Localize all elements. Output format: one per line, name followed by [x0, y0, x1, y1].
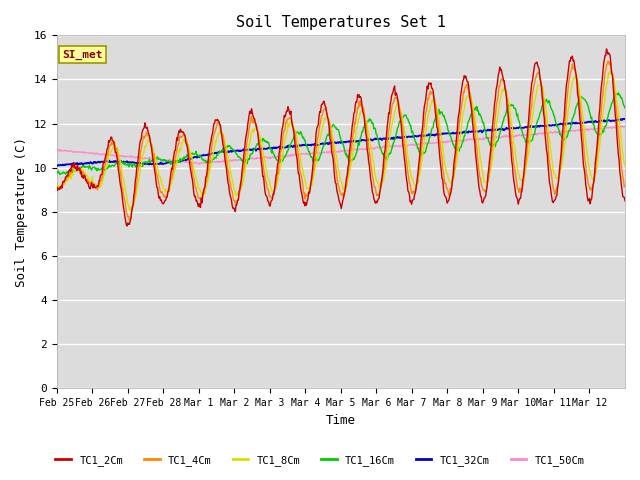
TC1_32Cm [432, 132, 440, 138]
Line: TC1_2Cm: TC1_2Cm [57, 49, 625, 226]
TC1_32Cm [54, 163, 61, 168]
TC1_16Cm [275, 157, 282, 163]
TC1_50Cm [120, 154, 127, 159]
TC1_32Cm [53, 163, 61, 168]
Y-axis label: Soil Temperature (C): Soil Temperature (C) [15, 137, 28, 287]
TC1_50Cm [253, 155, 260, 160]
TC1_8Cm [225, 158, 232, 164]
Line: TC1_32Cm: TC1_32Cm [57, 119, 625, 166]
TC1_16Cm [621, 105, 629, 111]
TC1_8Cm [253, 126, 260, 132]
TC1_4Cm [432, 105, 440, 110]
Legend: TC1_2Cm, TC1_4Cm, TC1_8Cm, TC1_16Cm, TC1_32Cm, TC1_50Cm: TC1_2Cm, TC1_4Cm, TC1_8Cm, TC1_16Cm, TC1… [51, 451, 589, 470]
TC1_50Cm [53, 147, 61, 153]
TC1_4Cm [253, 124, 260, 130]
TC1_16Cm [225, 144, 232, 149]
TC1_4Cm [604, 59, 612, 64]
TC1_16Cm [614, 90, 622, 96]
TC1_4Cm [225, 170, 232, 176]
TC1_8Cm [621, 163, 629, 168]
TC1_2Cm [621, 198, 629, 204]
TC1_8Cm [606, 69, 614, 74]
TC1_50Cm [195, 161, 203, 167]
Line: TC1_4Cm: TC1_4Cm [57, 61, 625, 220]
TC1_8Cm [432, 102, 440, 108]
TC1_2Cm [275, 159, 282, 165]
X-axis label: Time: Time [326, 414, 356, 427]
TC1_2Cm [225, 182, 232, 188]
TC1_2Cm [53, 184, 61, 190]
TC1_4Cm [401, 142, 408, 148]
TC1_8Cm [120, 176, 127, 181]
TC1_16Cm [53, 170, 61, 176]
TC1_50Cm [401, 143, 408, 148]
TC1_32Cm [401, 134, 408, 140]
Line: TC1_50Cm: TC1_50Cm [57, 126, 625, 164]
TC1_4Cm [125, 217, 133, 223]
TC1_8Cm [275, 172, 282, 178]
TC1_32Cm [253, 147, 260, 153]
TC1_16Cm [120, 161, 128, 167]
TC1_32Cm [120, 159, 128, 165]
TC1_32Cm [621, 116, 629, 122]
TC1_8Cm [125, 207, 133, 213]
TC1_16Cm [56, 171, 63, 177]
TC1_50Cm [225, 158, 232, 164]
TC1_50Cm [621, 123, 629, 129]
TC1_2Cm [401, 155, 408, 160]
TC1_32Cm [275, 144, 282, 150]
Title: Soil Temperatures Set 1: Soil Temperatures Set 1 [236, 15, 446, 30]
TC1_8Cm [401, 125, 408, 131]
TC1_2Cm [432, 116, 440, 121]
TC1_50Cm [432, 140, 440, 145]
TC1_4Cm [53, 186, 61, 192]
TC1_2Cm [124, 223, 131, 229]
TC1_32Cm [620, 116, 628, 122]
TC1_16Cm [401, 112, 408, 118]
TC1_8Cm [53, 183, 61, 189]
Line: TC1_16Cm: TC1_16Cm [57, 93, 625, 174]
TC1_2Cm [120, 204, 127, 210]
TC1_16Cm [253, 142, 260, 148]
TC1_50Cm [618, 123, 625, 129]
Text: SI_met: SI_met [63, 49, 103, 60]
TC1_16Cm [432, 112, 440, 118]
TC1_50Cm [275, 154, 282, 159]
TC1_4Cm [120, 192, 127, 198]
TC1_4Cm [275, 171, 282, 177]
TC1_4Cm [621, 182, 629, 188]
TC1_32Cm [225, 149, 232, 155]
Line: TC1_8Cm: TC1_8Cm [57, 72, 625, 210]
TC1_2Cm [253, 126, 260, 132]
TC1_2Cm [603, 46, 611, 52]
